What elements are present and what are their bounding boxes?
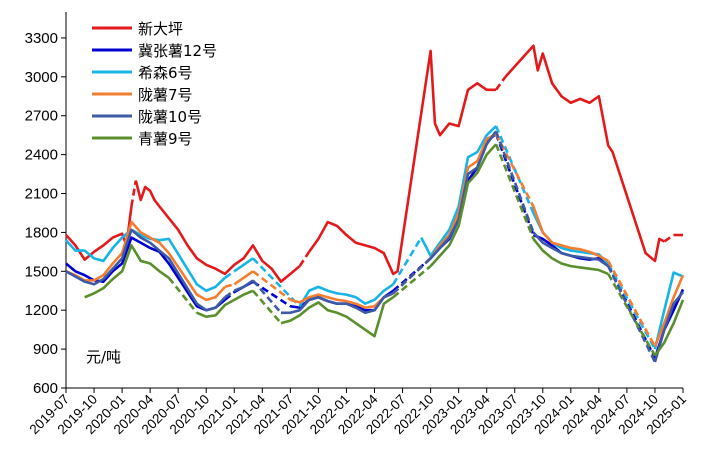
unit-label: 元/吨 <box>86 348 121 366</box>
series-line <box>308 49 497 276</box>
series-line <box>653 299 685 357</box>
legend-label: 希森6号 <box>138 64 193 82</box>
series-gap-dashed <box>251 279 282 314</box>
series-line <box>429 132 497 260</box>
y-tick-label: 2400 <box>25 147 58 164</box>
series-gap-dashed <box>392 257 432 295</box>
y-tick-label: 1500 <box>25 263 58 280</box>
legend-label: 陇薯7号 <box>138 86 193 104</box>
series-gap-dashed <box>494 130 535 233</box>
series-5 <box>65 130 685 363</box>
series-line <box>290 292 394 309</box>
series-line <box>653 274 685 347</box>
series-gap-dashed <box>251 289 282 325</box>
series-gap-dashed <box>607 265 657 363</box>
series-gap-dashed <box>130 180 138 207</box>
series-line <box>196 289 254 318</box>
y-tick-label: 600 <box>33 380 58 397</box>
series-line <box>134 180 301 283</box>
series-line <box>65 228 226 312</box>
series-line <box>504 44 665 263</box>
series-gap-dashed <box>494 143 535 240</box>
series-gap-dashed <box>224 283 235 289</box>
series-gap-dashed <box>298 251 311 267</box>
series-gap-dashed <box>392 265 432 299</box>
series-gap-dashed <box>392 236 423 285</box>
y-tick-label: 1800 <box>25 224 58 241</box>
series-line <box>429 130 498 260</box>
y-tick-label: 2100 <box>25 186 58 203</box>
y-tick-label: 900 <box>33 341 58 358</box>
legend-label: 冀张薯12号 <box>138 42 217 60</box>
series-gap-dashed <box>494 125 535 214</box>
series-gap-dashed <box>663 233 675 243</box>
y-tick-label: 1200 <box>25 302 58 319</box>
series-gap-dashed <box>224 291 236 301</box>
series-gap-dashed <box>607 260 657 348</box>
series-3 <box>65 125 684 350</box>
legend-label: 陇薯10号 <box>138 108 202 126</box>
series-line <box>65 220 226 302</box>
y-tick-label: 3000 <box>25 69 58 86</box>
series-line <box>429 143 497 267</box>
series-gap-dashed <box>607 273 657 357</box>
series-gap-dashed <box>167 276 198 314</box>
series-line <box>653 271 684 350</box>
series-gap-dashed <box>252 270 292 301</box>
legend-label: 新大坪 <box>138 20 183 38</box>
series-gap-dashed <box>224 289 236 299</box>
series-gap-dashed <box>252 257 301 308</box>
series-line <box>65 236 226 312</box>
series-2 <box>65 132 685 359</box>
series-gap-dashed <box>252 280 292 308</box>
series-gap-dashed <box>494 76 507 91</box>
series-gap-dashed <box>224 270 236 279</box>
y-tick-label: 3300 <box>25 30 58 47</box>
series-6 <box>84 143 685 357</box>
legend-label: 青薯9号 <box>138 130 193 148</box>
series-4 <box>65 132 685 348</box>
y-tick-label: 2700 <box>25 108 58 125</box>
series-line <box>653 291 685 363</box>
series-line <box>84 244 170 299</box>
